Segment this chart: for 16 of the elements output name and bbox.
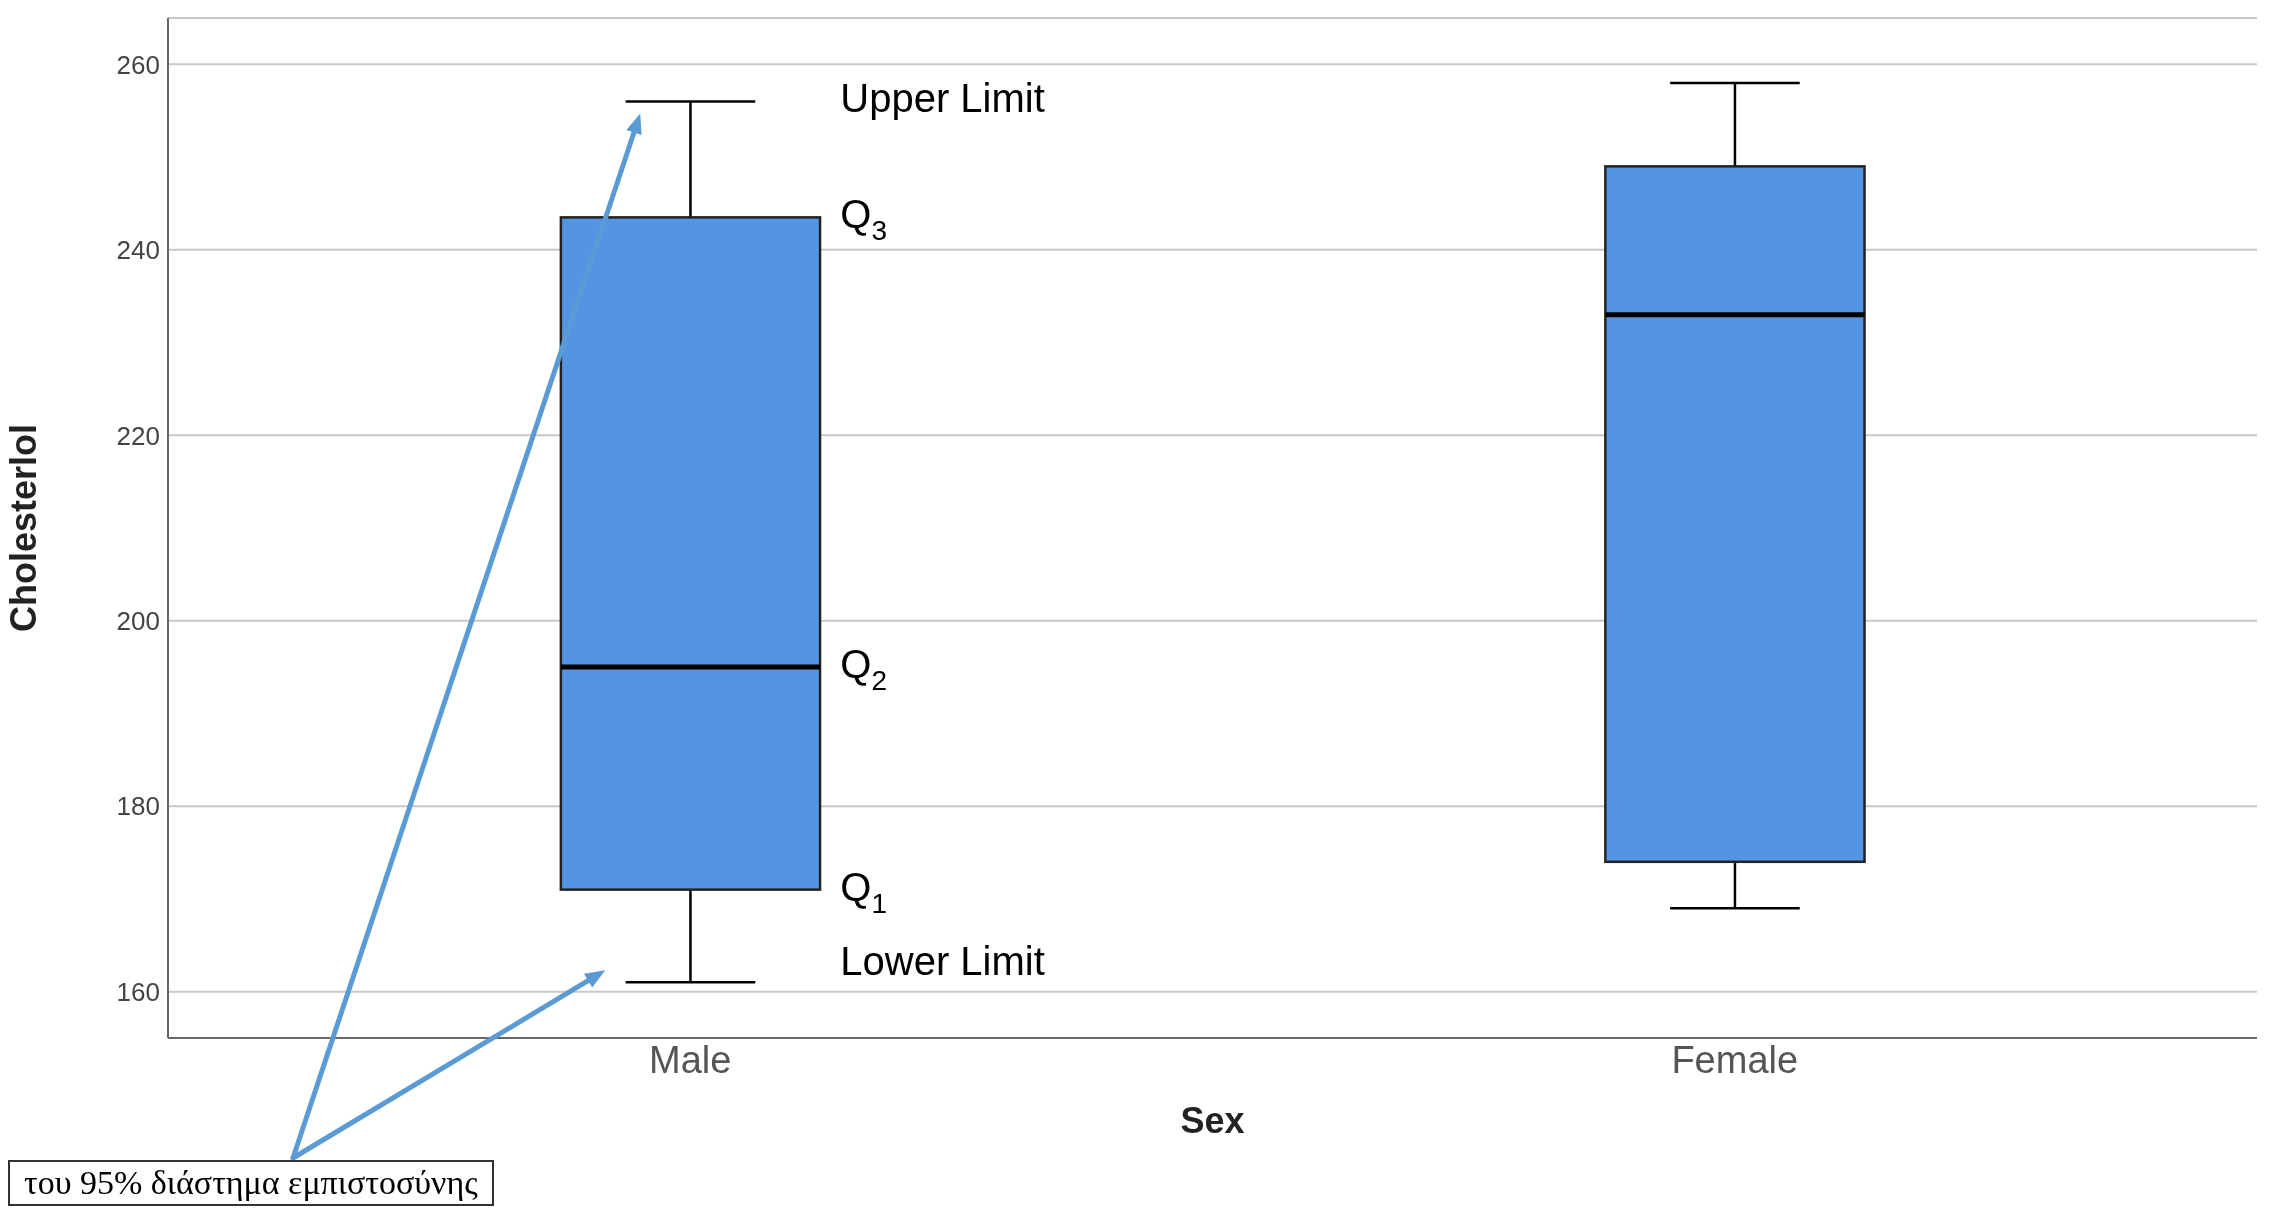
text: του 95% διάστημα εμπιστοσύνης — [8, 1160, 494, 1206]
x-tick-label: Female — [1671, 1038, 1799, 1081]
y-tick-label: 240 — [116, 235, 160, 266]
x-axis-title: Sex — [1180, 1100, 1245, 1141]
y-axis-title: Cholesterlol — [2, 423, 44, 633]
y-tick-label: 260 — [116, 49, 160, 80]
y-tick-label: 200 — [116, 605, 160, 636]
annotation: Q$_{1}$ — [840, 864, 887, 919]
x-tick-label: Male — [649, 1038, 732, 1081]
annotation: Q$_{3}$ — [840, 191, 887, 247]
annotation: Lower Limit — [840, 938, 1045, 983]
y-tick-label: 180 — [116, 791, 160, 822]
annotation: Q$_{2}$ — [840, 641, 887, 696]
annotation: Upper Limit — [840, 76, 1045, 121]
y-tick-label: 160 — [116, 976, 160, 1007]
y-tick-label: 220 — [116, 420, 160, 451]
